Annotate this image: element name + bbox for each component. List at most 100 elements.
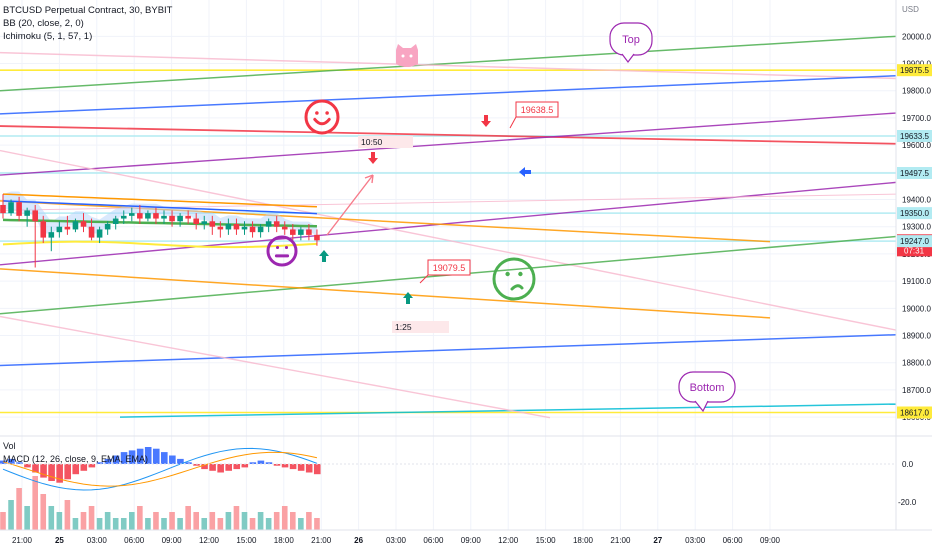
currency-label: USD (902, 5, 919, 14)
macd-tick-label: -20.0 (898, 498, 917, 507)
sad-face-icon-mouth (510, 284, 524, 291)
candle-body (249, 226, 256, 233)
chart-legend: BTCUSD Perpetual Contract, 30, BYBIT BB … (3, 4, 172, 43)
volume-bar (16, 488, 22, 530)
price-label-lower: 19079.5 (433, 263, 466, 273)
arrow-up-icon (403, 292, 413, 304)
price-tags: 19875.519633.519497.519350.019250.007:31… (897, 64, 932, 419)
time-tick-label: 03:00 (87, 536, 108, 545)
macd-histogram-bar (128, 450, 136, 464)
macd-histogram-bar (40, 464, 47, 478)
price-tick-label: 18800.0 (902, 359, 931, 368)
time-tick-label: 25 (55, 536, 64, 545)
time-tick-label: 21:00 (610, 536, 631, 545)
macd-pane (0, 447, 896, 491)
bb-lower-line (2, 240, 318, 249)
cat-icon-body (396, 44, 418, 67)
price-tag-label: 19875.5 (900, 66, 929, 75)
sad-face-icon (492, 257, 536, 301)
macd-histogram-bar (56, 464, 63, 483)
candle-body (153, 213, 159, 219)
macd-histogram-bar (104, 458, 112, 464)
macd-histogram-bar (313, 464, 321, 475)
time-tick-label: 21:00 (12, 536, 33, 545)
candle-body (40, 221, 47, 238)
price-label-lower-box (427, 259, 471, 276)
volume-bar (48, 506, 55, 530)
macd-histogram-bar (8, 458, 15, 464)
macd-histogram-bar (120, 452, 128, 464)
candle-body (24, 210, 30, 216)
time-label-upper-bg (358, 136, 413, 148)
candle-body (169, 215, 175, 222)
legend-ichimoku[interactable]: Ichimoku (5, 1, 57, 1) (3, 31, 93, 42)
volume-bar (153, 512, 159, 530)
volume-bar (185, 506, 191, 530)
candle-body (265, 221, 272, 227)
price-tick-label: 18700.0 (902, 386, 931, 395)
candle-body (145, 213, 151, 219)
cat-icon-eye (409, 54, 413, 58)
legend-bb[interactable]: BB (20, close, 2, 0) (3, 18, 84, 29)
macd-histogram-bar (185, 462, 192, 464)
price-tick-label: 19300.0 (902, 223, 931, 232)
arrow-down-icon (368, 152, 378, 164)
macd-histogram-bar (24, 464, 31, 468)
volume-bar (257, 512, 264, 530)
volume-bar (8, 500, 14, 530)
volume-bar (112, 518, 119, 530)
neutral-face-icon-eye (275, 245, 280, 250)
volume-bar (233, 506, 240, 530)
candle-body (225, 224, 232, 230)
volume-bar (241, 512, 248, 530)
neutral-face-icon-eye (284, 245, 289, 250)
macd-histogram-bar (136, 448, 144, 464)
candle-body (290, 229, 296, 235)
candle-body (64, 226, 71, 230)
time-tick-label: 27 (653, 536, 662, 545)
price-tick-label: 19600.0 (902, 141, 931, 150)
arrow-left-icon (519, 167, 531, 177)
legend-symbol[interactable]: BTCUSD Perpetual Contract, 30, BYBIT (3, 5, 173, 16)
price-tag-bg (897, 207, 932, 220)
price-label-lower-pointer (419, 274, 429, 284)
macd-legend[interactable]: MACD (12, 26, close, 9, EMA, EMA) (3, 454, 149, 464)
volume-legend[interactable]: Vol (3, 441, 16, 451)
time-tick-label: 06:00 (124, 536, 145, 545)
bb-upper-line (2, 193, 317, 208)
macd-histogram-bar (297, 464, 305, 471)
candle-body (306, 229, 312, 235)
macd-histogram-bar (289, 464, 297, 470)
macd-histogram-bar (201, 464, 208, 470)
volume-bar (298, 518, 304, 530)
macd-histogram-bar (193, 464, 200, 466)
candle-body (298, 229, 304, 235)
volume-bar (0, 512, 6, 530)
sad-face-icon-outline (492, 257, 536, 301)
trend-line (0, 149, 897, 331)
macd-histogram-bar (112, 455, 120, 464)
time-tick-label: 03:00 (386, 536, 407, 545)
price-tag-label: 19633.5 (900, 132, 929, 141)
volume-bar (64, 500, 71, 530)
trend-line (0, 268, 771, 319)
candle-body (137, 213, 143, 219)
macd-histogram-bar (177, 458, 184, 464)
trend-line (0, 75, 897, 115)
candle-body (104, 224, 111, 230)
time-tick-label: 09:00 (760, 536, 781, 545)
candle-body (209, 221, 216, 227)
candle-body (80, 221, 87, 227)
candle-body (281, 226, 288, 230)
macd-histogram-bar (305, 464, 313, 473)
volume-bar (306, 512, 312, 530)
volume-bar (145, 518, 151, 530)
volume-bar (217, 518, 224, 530)
trend-line (0, 35, 897, 92)
price-tag-bg (897, 130, 932, 143)
volume-bar (129, 512, 135, 530)
trend-line (0, 125, 897, 145)
volume-bar (169, 512, 175, 530)
price-tag-bg (897, 64, 932, 77)
